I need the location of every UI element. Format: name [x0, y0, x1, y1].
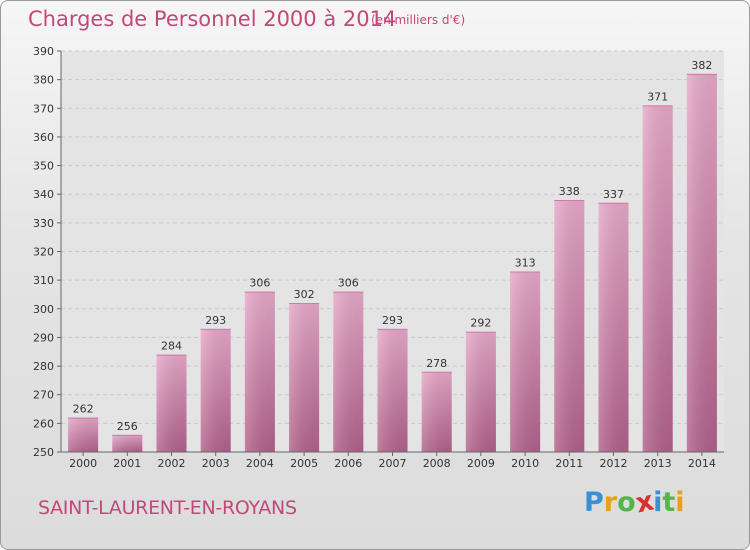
- x-tick-label: 2013: [644, 457, 672, 470]
- bar-shade: [68, 417, 99, 452]
- data-label: 338: [559, 185, 580, 198]
- chart-title: Charges de Personnel 2000 à 2014: [28, 7, 397, 31]
- logo-letter: o: [617, 487, 636, 518]
- x-tick-label: 2001: [113, 457, 141, 470]
- y-tick-label: 250: [33, 446, 54, 459]
- bar-shade: [421, 371, 452, 452]
- data-label: 284: [161, 340, 182, 353]
- bar-shade: [465, 331, 496, 452]
- y-tick-label: 340: [33, 188, 54, 201]
- data-label: 382: [691, 59, 712, 72]
- x-tick-label: 2002: [158, 457, 186, 470]
- data-label: 302: [294, 288, 315, 301]
- data-label: 256: [117, 420, 138, 433]
- x-tick-label: 2007: [379, 457, 407, 470]
- x-tick-label: 2003: [202, 457, 230, 470]
- bar-shade: [598, 202, 629, 452]
- y-tick-label: 270: [33, 389, 54, 402]
- bar-shade: [112, 434, 143, 452]
- bar-shade: [156, 354, 187, 452]
- x-tick-label: 2006: [334, 457, 362, 470]
- data-label: 306: [249, 277, 270, 290]
- logo-letter: r: [603, 487, 618, 518]
- logo-letter: i: [653, 487, 663, 518]
- data-label: 278: [426, 357, 447, 370]
- commune-name: SAINT-LAURENT-EN-ROYANS: [38, 497, 297, 519]
- bar-shade: [333, 291, 364, 452]
- y-tick-label: 280: [33, 360, 54, 373]
- bar-shade: [244, 291, 275, 452]
- proxiti-logo: Proxiti: [584, 486, 685, 520]
- data-label: 292: [470, 317, 491, 330]
- y-tick-label: 380: [33, 74, 54, 87]
- logo-letter: i: [675, 487, 685, 518]
- data-label: 262: [73, 403, 94, 416]
- y-tick-label: 290: [33, 331, 54, 344]
- bar-shade: [686, 73, 717, 453]
- y-tick-label: 350: [33, 160, 54, 173]
- x-tick-label: 2004: [246, 457, 274, 470]
- data-label: 313: [515, 257, 536, 270]
- y-tick-label: 320: [33, 246, 54, 259]
- y-tick-label: 310: [33, 274, 54, 287]
- x-tick-label: 2000: [69, 457, 97, 470]
- chart-subtitle: (en milliers d'€): [371, 13, 466, 27]
- y-tick-label: 360: [33, 131, 54, 144]
- y-tick-label: 370: [33, 102, 54, 115]
- y-tick-label: 300: [33, 303, 54, 316]
- logo-letter: P: [584, 487, 604, 518]
- x-tick-label: 2008: [423, 457, 451, 470]
- x-tick-label: 2014: [688, 457, 716, 470]
- data-label: 293: [382, 314, 403, 327]
- bar-shade: [554, 199, 585, 452]
- data-label: 337: [603, 188, 624, 201]
- data-label: 371: [647, 90, 668, 103]
- x-tick-label: 2012: [600, 457, 628, 470]
- x-tick-label: 2005: [290, 457, 318, 470]
- y-tick-label: 260: [33, 417, 54, 430]
- data-label: 293: [205, 314, 226, 327]
- y-tick-label: 390: [33, 45, 54, 58]
- bar-shade: [642, 105, 673, 453]
- bar-shade: [377, 328, 408, 452]
- x-tick-label: 2010: [511, 457, 539, 470]
- x-tick-label: 2009: [467, 457, 495, 470]
- bar-shade: [289, 303, 320, 452]
- x-tick-label: 2011: [555, 457, 583, 470]
- data-label: 306: [338, 277, 359, 290]
- bar-shade: [200, 328, 231, 452]
- bar-shade: [510, 271, 541, 452]
- logo-letter: t: [662, 487, 676, 518]
- y-tick-label: 330: [33, 217, 54, 230]
